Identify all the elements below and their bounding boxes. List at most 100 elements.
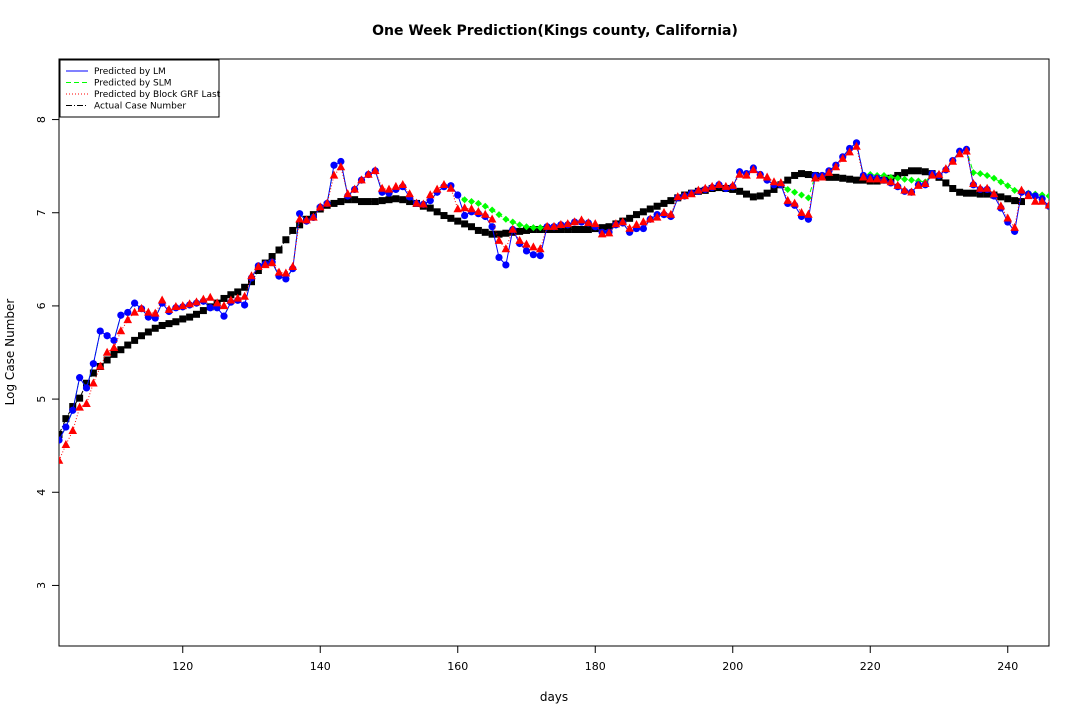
data-point	[495, 253, 503, 262]
data-point	[399, 196, 407, 204]
data-point	[488, 206, 496, 214]
data-point	[61, 439, 71, 448]
data-point	[852, 141, 861, 150]
data-point	[69, 406, 77, 414]
data-point	[529, 224, 537, 232]
data-point	[508, 224, 518, 233]
data-point	[536, 224, 544, 232]
data-point	[597, 229, 607, 238]
data-point	[542, 221, 552, 230]
data-point	[241, 301, 249, 309]
data-point	[89, 360, 97, 368]
data-point	[468, 198, 475, 206]
data-point	[523, 226, 530, 234]
data-point	[358, 198, 365, 206]
data-point	[357, 175, 366, 184]
data-point	[639, 217, 648, 226]
data-point	[942, 179, 950, 187]
data-point	[625, 223, 634, 232]
data-point	[989, 189, 999, 198]
data-point	[742, 170, 751, 179]
data-point	[1045, 192, 1049, 200]
data-point	[377, 183, 387, 192]
data-point	[963, 189, 970, 197]
data-point	[282, 236, 290, 244]
data-point	[763, 189, 771, 197]
data-point	[604, 228, 614, 237]
x-tick-label: 140	[310, 660, 331, 673]
data-point	[502, 229, 510, 237]
data-point	[618, 217, 628, 226]
data-point	[735, 169, 744, 178]
data-point	[467, 204, 476, 213]
data-point	[990, 174, 998, 182]
data-point	[529, 251, 537, 259]
data-point	[157, 295, 167, 304]
data-point	[784, 185, 792, 193]
data-point	[714, 179, 724, 188]
data-point	[1059, 195, 1066, 202]
data-point	[370, 166, 380, 175]
data-point	[405, 189, 414, 198]
data-point	[626, 214, 634, 222]
data-point	[865, 174, 875, 183]
data-point	[76, 394, 84, 402]
data-point	[639, 208, 647, 216]
data-point	[461, 211, 469, 220]
data-point	[955, 149, 964, 158]
data-point	[914, 180, 923, 189]
data-point	[894, 174, 902, 182]
data-point	[446, 183, 456, 192]
data-point	[461, 196, 469, 204]
data-point	[700, 183, 710, 192]
data-point	[948, 156, 958, 165]
data-point	[158, 321, 166, 329]
data-point	[1031, 192, 1039, 200]
x-tick-label: 240	[997, 660, 1018, 673]
data-point	[62, 423, 70, 431]
data-point	[908, 167, 915, 175]
legend-label: Predicted by LM	[94, 67, 166, 77]
y-tick-label: 8	[35, 116, 48, 123]
data-point	[468, 223, 475, 231]
data-point	[611, 219, 621, 228]
data-point	[515, 235, 524, 244]
data-point	[949, 185, 957, 193]
data-point	[804, 209, 813, 218]
data-point	[783, 195, 793, 204]
data-point	[206, 304, 214, 312]
data-point	[454, 217, 462, 225]
data-point	[364, 198, 372, 206]
data-point	[962, 146, 971, 155]
data-point	[529, 242, 538, 251]
data-point	[535, 244, 545, 253]
data-point	[825, 173, 833, 181]
data-point	[248, 278, 255, 286]
data-point	[908, 176, 915, 184]
data-point	[102, 347, 112, 356]
data-point	[68, 425, 78, 434]
data-point	[769, 177, 779, 186]
data-point	[289, 226, 297, 234]
data-point	[921, 168, 929, 176]
series-layer	[59, 139, 1066, 464]
data-point	[426, 204, 434, 212]
data-point	[1052, 203, 1059, 210]
data-point	[509, 218, 517, 226]
data-point	[488, 230, 496, 238]
data-point	[226, 295, 236, 304]
data-point	[144, 307, 153, 316]
data-point	[440, 212, 448, 220]
data-point	[673, 192, 683, 201]
data-point	[832, 173, 840, 181]
data-point	[337, 157, 345, 166]
data-point	[824, 167, 834, 176]
data-point	[350, 184, 359, 193]
data-point	[839, 174, 847, 182]
data-point	[186, 313, 194, 321]
data-point	[495, 230, 503, 238]
data-point	[680, 191, 689, 200]
data-point	[315, 202, 325, 211]
data-point	[406, 198, 414, 206]
data-point	[494, 235, 504, 244]
